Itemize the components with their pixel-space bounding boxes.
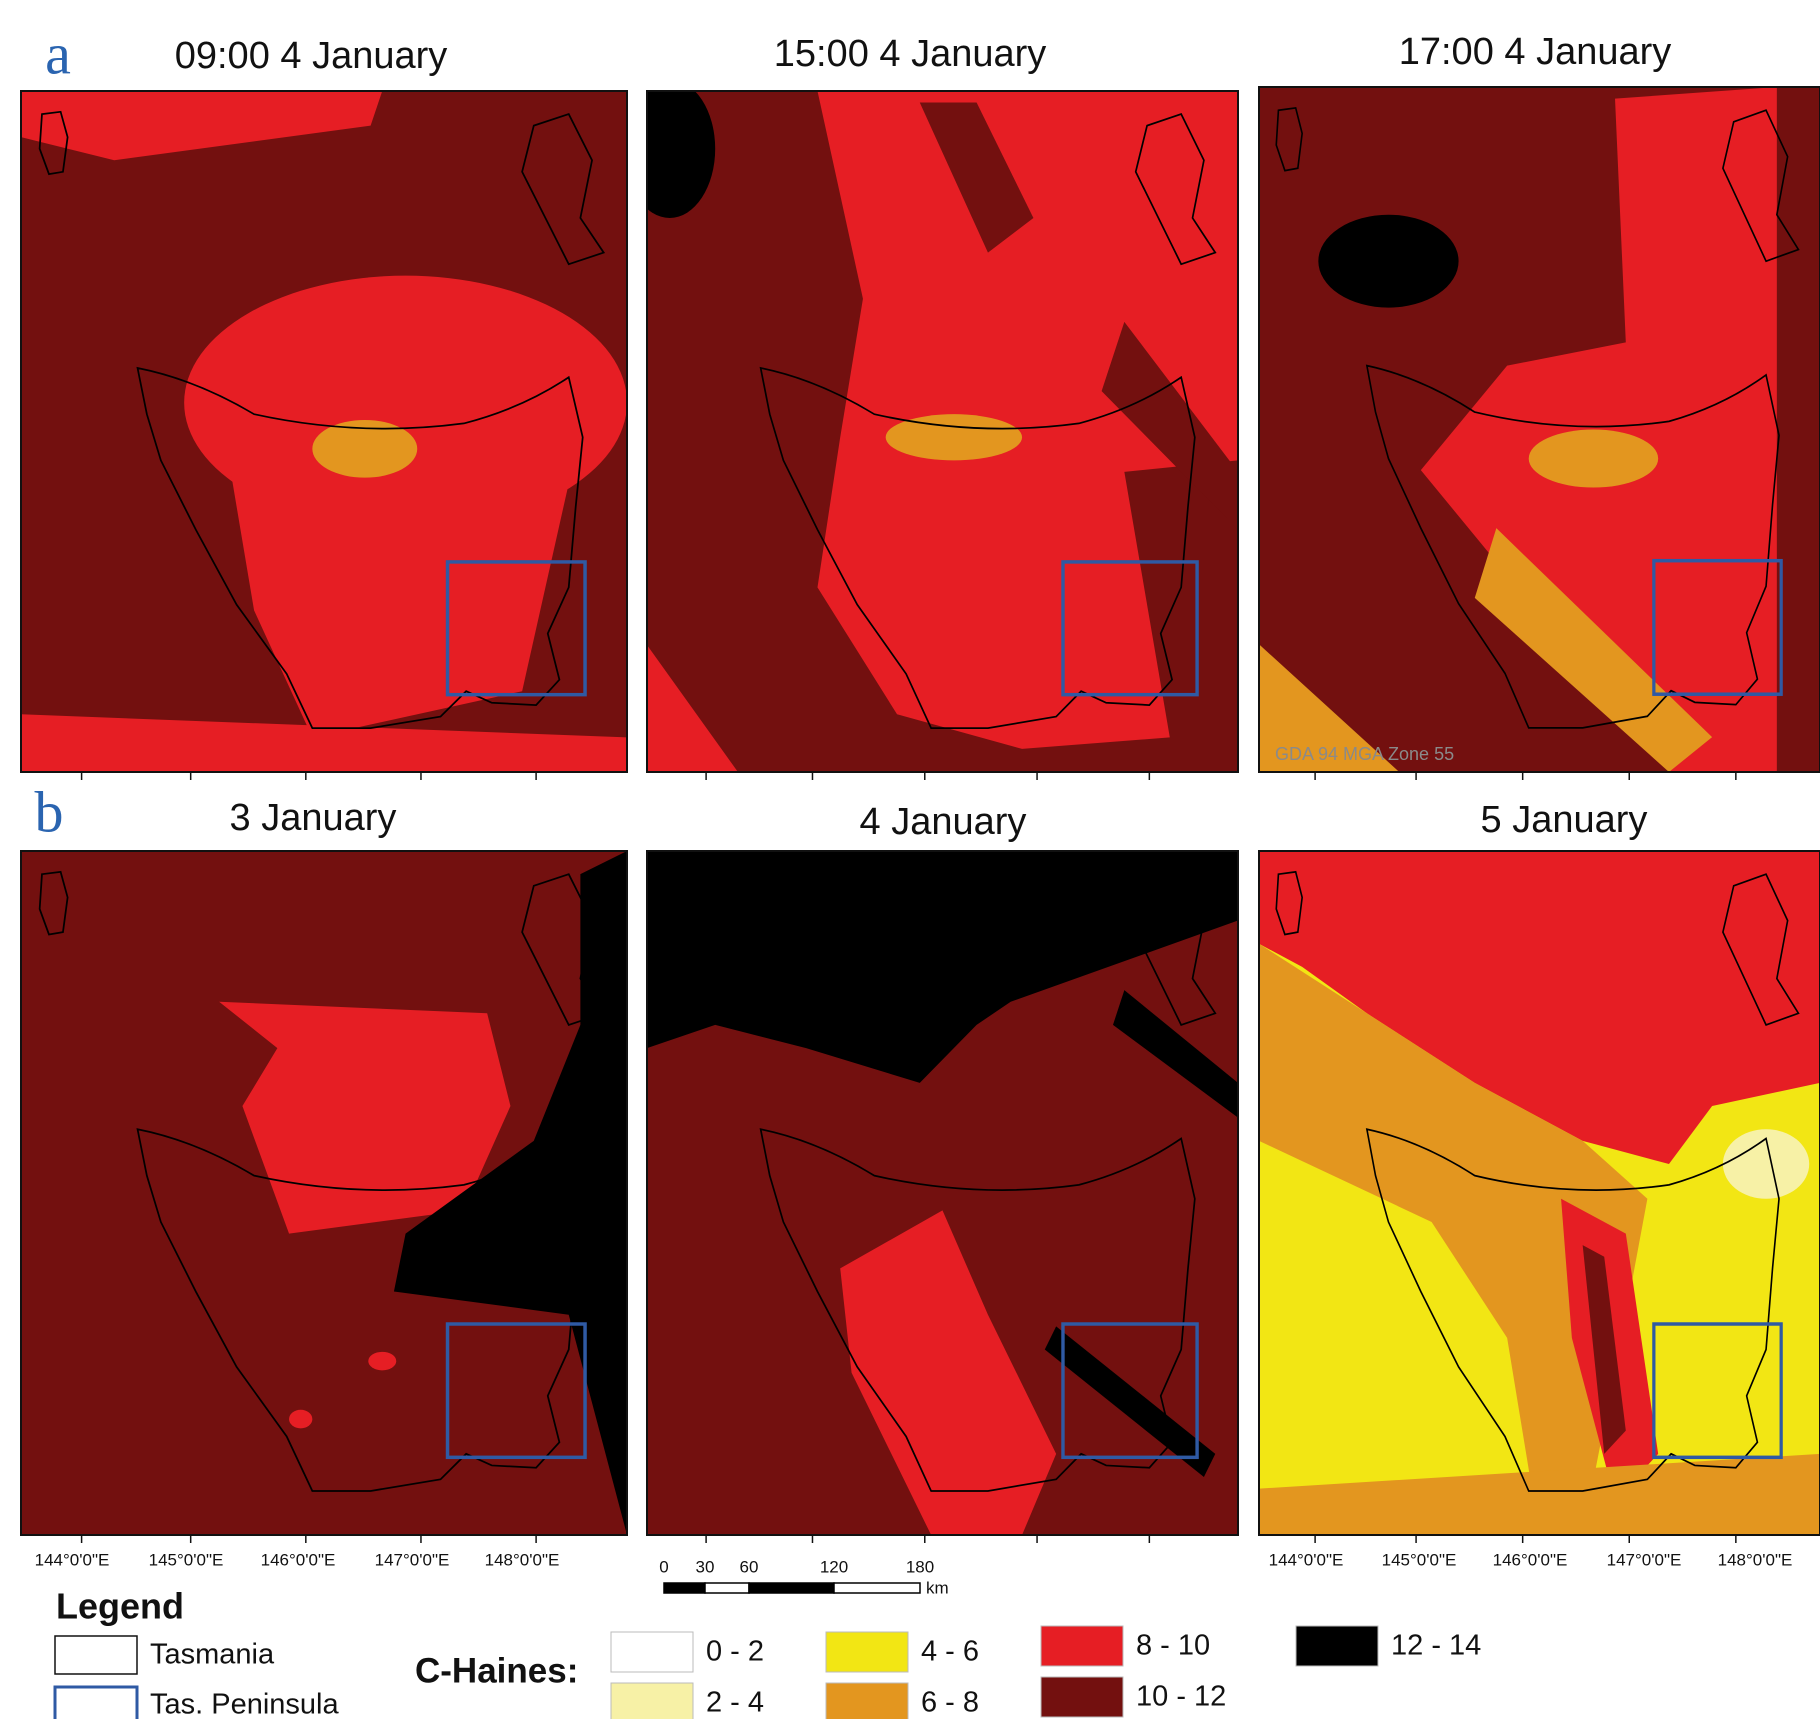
class-swatch [611, 1683, 693, 1719]
scale-bar [705, 1583, 749, 1593]
legend-title: Legend [56, 1586, 184, 1627]
longitude-label: 146°0'0"E [1493, 1550, 1568, 1569]
scale-label: 0 [659, 1557, 668, 1576]
legend-swatch [55, 1687, 137, 1719]
class-label: 6 - 8 [921, 1687, 979, 1719]
panel-title: 15:00 4 January [774, 33, 1047, 75]
class-swatch [826, 1683, 908, 1719]
legend-swatch [55, 1636, 137, 1674]
map-region [368, 1352, 396, 1371]
map-region [289, 1410, 312, 1429]
legend-label: Tas. Peninsula [150, 1689, 339, 1719]
longitude-label: 145°0'0"E [149, 1550, 224, 1569]
class-label: 4 - 6 [921, 1636, 979, 1668]
map-region [1318, 215, 1458, 308]
projection-note: GDA 94 MGA Zone 55 [1275, 744, 1454, 764]
class-label: 8 - 10 [1136, 1630, 1210, 1662]
scale-bar [664, 1583, 705, 1593]
longitude-label: 148°0'0"E [485, 1550, 560, 1569]
longitude-label: 147°0'0"E [375, 1550, 450, 1569]
scale-bar [749, 1583, 834, 1593]
class-swatch [1296, 1626, 1378, 1666]
longitude-label: 146°0'0"E [261, 1550, 336, 1569]
longitude-label: 145°0'0"E [1382, 1550, 1457, 1569]
map-panel [647, 851, 1238, 1535]
c-haines-label: C-Haines: [415, 1651, 578, 1690]
map-region [624, 79, 715, 218]
class-label: 2 - 4 [706, 1687, 764, 1719]
legend-label: Tasmania [150, 1639, 275, 1671]
scale-label: 120 [820, 1557, 848, 1576]
scale-bar [834, 1583, 920, 1593]
class-swatch [826, 1632, 908, 1672]
scale-label: 60 [740, 1557, 759, 1576]
scale-unit: km [926, 1578, 949, 1597]
panel-title: 17:00 4 January [1399, 31, 1672, 73]
longitude-label: 144°0'0"E [1269, 1550, 1344, 1569]
class-label: 0 - 2 [706, 1636, 764, 1668]
scale-label: 180 [906, 1557, 934, 1576]
map-region [1529, 430, 1658, 488]
page: {"panel_labels": ["a", "b"], "panels": [… [0, 0, 1820, 1719]
class-label: 12 - 14 [1391, 1630, 1481, 1662]
longitude-label: 144°0'0"E [35, 1550, 110, 1569]
panel-title: 09:00 4 January [175, 35, 448, 77]
longitude-label: 147°0'0"E [1607, 1550, 1682, 1569]
panel-title: 3 January [230, 797, 397, 839]
map-panel [1259, 851, 1820, 1535]
class-label: 10 - 12 [1136, 1681, 1226, 1713]
figure: a b 09:00 4 January 15:00 4 January 17:00 … [0, 0, 1820, 1719]
class-swatch [1041, 1626, 1123, 1666]
map-panel [21, 851, 627, 1535]
class-swatch [1041, 1677, 1123, 1717]
map-panel [21, 91, 627, 772]
panel-label: b [35, 779, 64, 844]
scale-label: 30 [696, 1557, 715, 1576]
panel-title: 4 January [860, 801, 1027, 843]
panel-title: 5 January [1481, 799, 1648, 841]
class-swatch [611, 1632, 693, 1672]
map-panel [624, 79, 1238, 772]
map-panel [1259, 87, 1820, 772]
longitude-label: 148°0'0"E [1718, 1550, 1793, 1569]
panel-label: a [45, 21, 71, 86]
